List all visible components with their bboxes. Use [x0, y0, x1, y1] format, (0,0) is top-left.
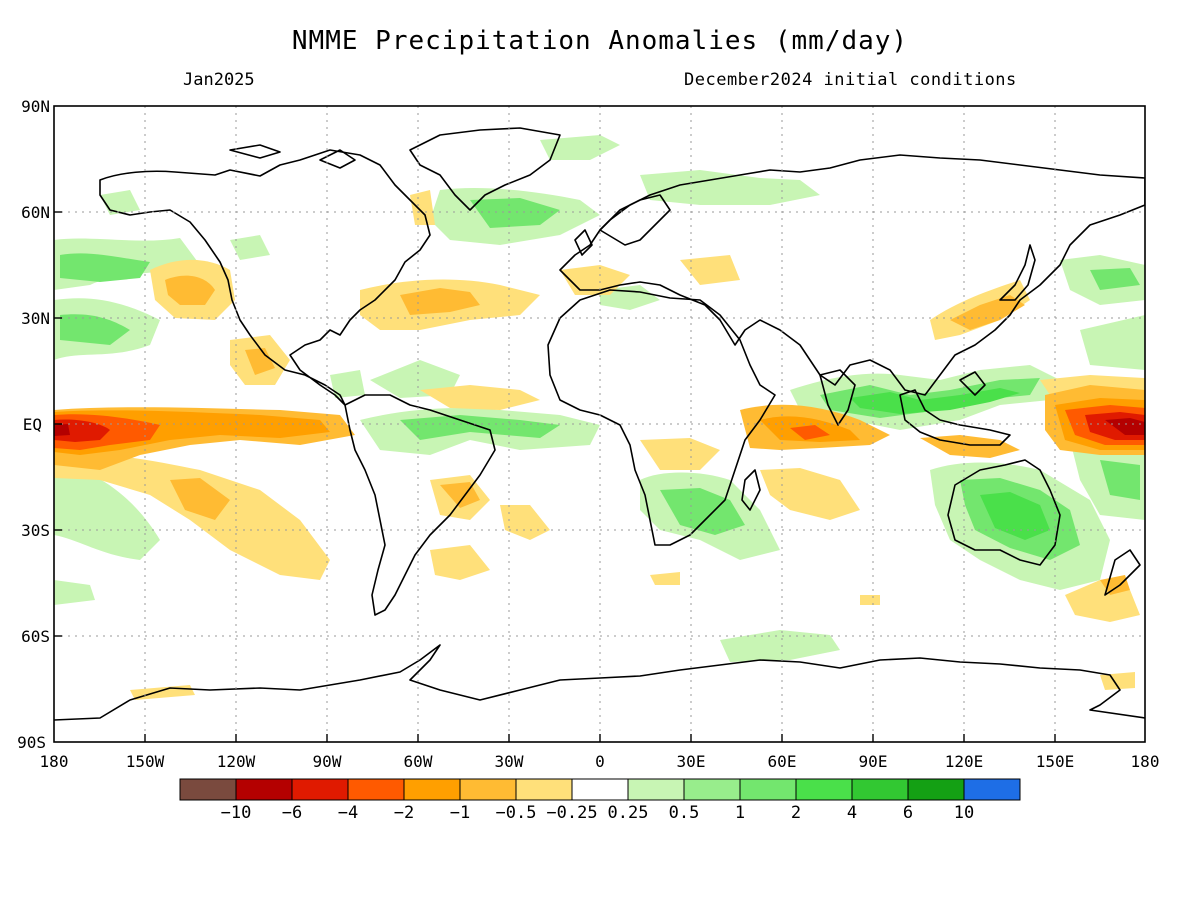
colorbar-label: −2	[394, 803, 414, 823]
lat-label-60n: 60N	[21, 203, 50, 222]
colorbar-label: 4	[847, 803, 857, 823]
colorbar-labels: −10 −6 −4 −2 −1 −0.5 −0.25 0.25 0.5 1 2 4 6 10	[221, 803, 975, 823]
colorbar-label: 2	[791, 803, 801, 823]
colorbar-label: −4	[338, 803, 358, 823]
lon-label-30w: 30W	[495, 752, 524, 771]
colorbar-label: 1	[735, 803, 745, 823]
colorbar-label: 0.5	[669, 803, 700, 823]
colorbar-swatch	[571, 778, 629, 801]
lon-label-90w: 90W	[313, 752, 342, 771]
colorbar-label: −10	[221, 803, 252, 823]
lon-label-90e: 90E	[859, 752, 888, 771]
colorbar-swatch	[683, 778, 741, 801]
lon-label-150e: 150E	[1036, 752, 1075, 771]
lat-label-eq: EQ	[23, 415, 42, 434]
lon-label-60e: 60E	[768, 752, 797, 771]
colorbar-swatch	[851, 778, 909, 801]
lon-label-150w: 150W	[126, 752, 165, 771]
lon-label-120w: 120W	[217, 752, 256, 771]
map-title: NMME Precipitation Anomalies (mm/day)	[291, 26, 909, 56]
colorbar	[179, 778, 1021, 801]
colorbar-swatch	[235, 778, 293, 801]
lon-label-0: 0	[595, 752, 605, 771]
colorbar-swatch	[347, 778, 405, 801]
lat-label-30n: 30N	[21, 309, 50, 328]
tick-marks	[54, 211, 1056, 742]
colorbar-label: −1	[450, 803, 470, 823]
colorbar-label: 10	[954, 803, 974, 823]
lon-label-60w: 60W	[404, 752, 433, 771]
colorbar-swatch	[291, 778, 349, 801]
lon-label-180w: 180	[40, 752, 69, 771]
longitude-labels: 180 150W 120W 90W 60W 30W 0 30E 60E 90E …	[40, 752, 1160, 771]
lon-label-120e: 120E	[945, 752, 984, 771]
coastlines	[54, 127, 1145, 721]
anomaly-fields	[54, 135, 1145, 700]
colorbar-label: −6	[282, 803, 302, 823]
colorbar-label: −0.5	[496, 803, 537, 823]
colorbar-swatch	[403, 778, 461, 801]
colorbar-swatch	[459, 778, 517, 801]
colorbar-label: 0.25	[608, 803, 649, 823]
colorbar-swatch	[179, 778, 237, 801]
forecast-month: Jan2025	[183, 70, 255, 90]
initial-conditions: December2024 initial conditions	[684, 70, 1017, 90]
lon-label-180e: 180	[1131, 752, 1160, 771]
colorbar-swatch	[907, 778, 965, 801]
latitude-labels: 90N 60N 30N EQ 30S 60S 90S	[17, 97, 50, 752]
colorbar-label: −0.25	[546, 803, 597, 823]
lon-label-30e: 30E	[677, 752, 706, 771]
colorbar-swatch	[963, 778, 1021, 801]
colorbar-swatch	[739, 778, 797, 801]
graticule	[54, 106, 1145, 742]
colorbar-swatch	[627, 778, 685, 801]
lat-label-90s: 90S	[17, 733, 46, 752]
lat-label-60s: 60S	[21, 627, 50, 646]
lat-label-30s: 30S	[21, 521, 50, 540]
colorbar-swatch	[795, 778, 853, 801]
lat-label-90n: 90N	[21, 97, 50, 116]
colorbar-swatch	[515, 778, 573, 801]
colorbar-label: 6	[903, 803, 913, 823]
